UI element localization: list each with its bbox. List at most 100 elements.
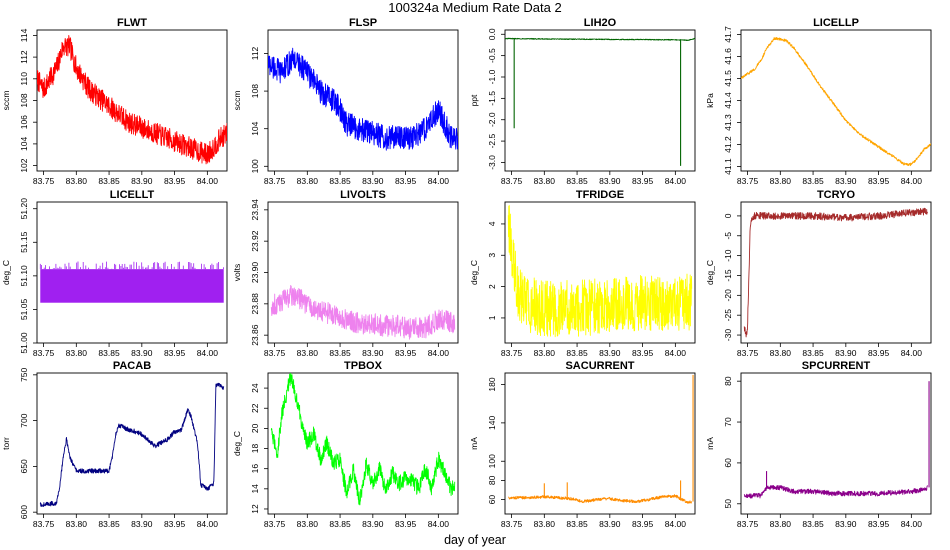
y-tick-label: 750	[19, 367, 29, 381]
y-tick-label: 23.92	[250, 230, 260, 252]
plot-frame	[504, 29, 696, 172]
y-tick-label: 180	[487, 377, 497, 391]
plot-frame	[504, 372, 696, 515]
panel-tfridge: TFRIDGE deg_C 83.75 83.80 83.85 83.90 83.95 84.…	[469, 189, 696, 358]
y-tick-label: -30	[723, 329, 733, 342]
y-tick-label: 41.5	[723, 70, 733, 87]
x-tick-label: 83.95	[632, 519, 654, 529]
panel-flwt: FLWT sccm 83.75 83.80 83.85 83.90 83.95 84.00 10…	[1, 17, 228, 186]
plot-frame	[740, 29, 932, 172]
y-tick-label: 106	[19, 115, 29, 129]
plot-area	[507, 205, 693, 338]
y-tick-label: -1.0	[487, 69, 497, 84]
panel-licellp: LICELLP kPa 83.75 83.80 83.85 83.90 83.95 84.00…	[705, 17, 932, 186]
x-tick-label: 83.75	[264, 519, 286, 529]
y-axis-label: kPa	[705, 93, 715, 108]
series-line	[741, 37, 931, 167]
x-tick-label: 83.75	[737, 348, 759, 358]
y-tick-label: 51.20	[19, 198, 29, 220]
x-tick-label: 83.90	[362, 519, 384, 529]
x-tick-label: 83.85	[802, 519, 824, 529]
y-tick-label: 102	[19, 158, 29, 172]
y-tick-label: 140	[487, 416, 497, 430]
y-tick-label: 24	[250, 383, 260, 393]
panel-title: LIVOLTS	[340, 189, 386, 201]
y-tick-label: 700	[19, 413, 29, 427]
x-tick-label: 83.85	[802, 176, 824, 186]
panel-title: SACURRENT	[565, 360, 634, 372]
x-tick-label: 83.85	[566, 519, 588, 529]
x-tick-label: 83.80	[534, 519, 556, 529]
y-tick-label: 51.05	[19, 299, 29, 321]
y-tick-label: 41.1	[723, 158, 733, 175]
y-tick-label: 51.00	[19, 332, 29, 354]
x-tick-label: 83.95	[395, 176, 417, 186]
x-tick-label: 83.75	[33, 348, 55, 358]
x-tick-label: 83.75	[501, 348, 523, 358]
x-tick-label: 83.75	[264, 176, 286, 186]
plot-frame	[36, 372, 228, 515]
x-tick-label: 83.80	[297, 176, 319, 186]
y-tick-label: 16	[250, 464, 260, 474]
figure-title: 100324a Medium Rate Data 2	[388, 0, 561, 15]
panel-title: LICELLP	[813, 17, 859, 29]
x-tick-label: 83.85	[329, 519, 351, 529]
x-tick-label: 83.75	[264, 348, 286, 358]
x-tick-label: 83.90	[599, 348, 621, 358]
y-tick-label: 60	[487, 495, 497, 505]
plot-frame	[740, 201, 932, 344]
y-tick-label: 23.88	[250, 293, 260, 315]
series-line	[505, 37, 695, 42]
y-tick-label: -3.0	[487, 155, 497, 170]
x-tick-label: 83.75	[33, 519, 55, 529]
panel-tcryo: TCRYO deg_C 83.75 83.80 83.85 83.90 83.95 84.00…	[705, 189, 932, 358]
y-axis-label: deg_C	[469, 260, 479, 285]
x-tick-label: 83.75	[501, 176, 523, 186]
y-tick-label: 51.10	[19, 265, 29, 287]
y-tick-label: 50	[723, 499, 733, 509]
plot-area	[743, 381, 930, 499]
y-tick-label: 80	[723, 376, 733, 386]
plot-area	[268, 47, 458, 151]
x-axis-label: day of year	[444, 533, 506, 547]
x-tick-label: 83.75	[737, 519, 759, 529]
y-tick-label: 104	[19, 137, 29, 151]
x-tick-label: 83.95	[868, 176, 890, 186]
y-tick-label: 2	[487, 284, 497, 289]
x-tick-label: 84.00	[901, 176, 923, 186]
x-tick-label: 84.00	[197, 176, 219, 186]
y-tick-label: 23.86	[250, 324, 260, 346]
x-tick-label: 83.95	[868, 519, 890, 529]
x-tick-label: 83.95	[164, 176, 186, 186]
plot-area	[39, 382, 225, 508]
x-tick-label: 84.00	[197, 348, 219, 358]
x-tick-label: 83.85	[329, 176, 351, 186]
x-tick-label: 84.00	[197, 519, 219, 529]
plot-frame	[740, 372, 932, 515]
y-tick-label: 14	[250, 484, 260, 494]
x-tick-label: 83.85	[566, 176, 588, 186]
x-tick-label: 84.00	[428, 348, 450, 358]
x-tick-label: 83.95	[868, 348, 890, 358]
y-tick-label: -1.5	[487, 91, 497, 106]
y-axis-label: mA	[705, 437, 715, 450]
y-tick-label: -2.0	[487, 112, 497, 127]
panel-pacab: PACAB torr 83.75 83.80 83.85 83.90 83.95 84.00 6…	[1, 360, 228, 529]
y-tick-label: 51.15	[19, 231, 29, 253]
y-tick-label: 12	[250, 504, 260, 514]
y-tick-label: 41.4	[723, 92, 733, 109]
panel-title: FLWT	[117, 17, 147, 29]
panel-title: LICELLT	[110, 189, 155, 201]
panel-lih2o: LIH2O ppt 83.75 83.80 83.85 83.90 83.95 84.00 0.…	[469, 17, 696, 186]
plot-frame	[267, 372, 459, 515]
series-line	[268, 47, 458, 151]
panel-sacurrent: SACURRENT mA 83.75 83.80 83.85 83.90 83.95 84.0…	[469, 360, 696, 529]
y-tick-label: 41.6	[723, 48, 733, 65]
x-tick-label: 83.90	[835, 176, 857, 186]
y-axis-label: mA	[469, 437, 479, 450]
series-spikes	[39, 261, 224, 270]
y-tick-label: -0.5	[487, 48, 497, 63]
y-tick-label: -2.5	[487, 133, 497, 148]
x-tick-label: 83.85	[566, 348, 588, 358]
y-tick-label: 70	[723, 417, 733, 427]
